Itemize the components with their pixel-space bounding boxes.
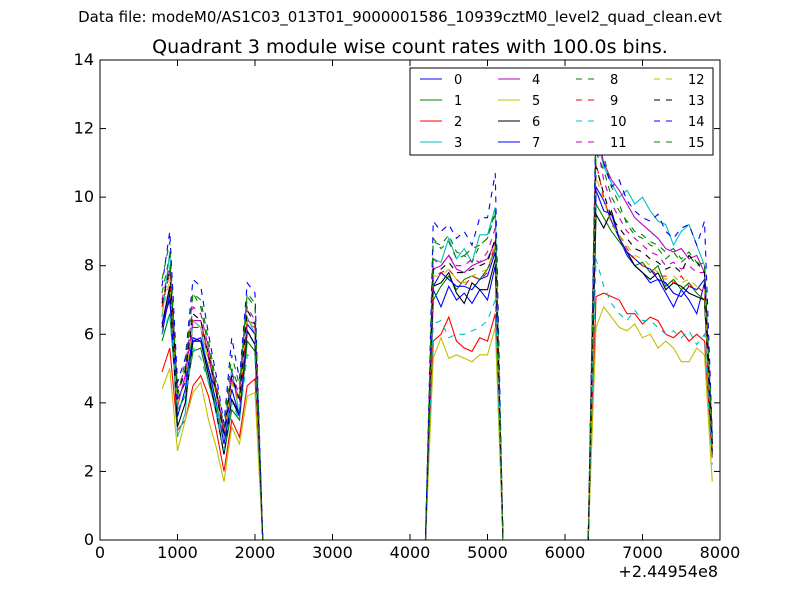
y-tick-label: 4 xyxy=(84,393,94,412)
series-line-15 xyxy=(161,152,713,541)
series-group xyxy=(161,107,713,541)
y-tick-label: 14 xyxy=(74,50,94,69)
series-line-14 xyxy=(161,121,713,541)
legend-label-1: 1 xyxy=(454,94,462,109)
legend-label-11: 11 xyxy=(610,136,627,151)
x-tick-label: 4000 xyxy=(390,543,431,562)
x-tick-label: 1000 xyxy=(157,543,198,562)
series-line-5 xyxy=(161,305,713,541)
series-line-3 xyxy=(161,135,713,541)
legend-label-2: 2 xyxy=(454,115,462,130)
legend-label-7: 7 xyxy=(532,136,540,151)
x-tick-label: 7000 xyxy=(622,543,663,562)
x-tick-label: 3000 xyxy=(312,543,353,562)
chart-title: Quadrant 3 module wise count rates with … xyxy=(152,36,668,58)
legend-label-15: 15 xyxy=(688,136,705,151)
x-axis-offset-label: +2.44954e8 xyxy=(618,562,718,581)
x-tick-label: 5000 xyxy=(467,543,508,562)
x-tick-label: 8000 xyxy=(700,543,741,562)
y-tick-label: 10 xyxy=(74,187,94,206)
series-line-10 xyxy=(161,258,713,541)
x-tick-label: 2000 xyxy=(235,543,276,562)
legend-label-14: 14 xyxy=(688,115,705,130)
y-tick-label: 6 xyxy=(84,324,94,343)
legend-label-4: 4 xyxy=(532,73,540,88)
data-file-header: Data file: modeM0/AS1C03_013T01_90000015… xyxy=(78,8,722,26)
legend-label-12: 12 xyxy=(688,73,705,88)
legend-label-8: 8 xyxy=(610,73,618,88)
y-tick-label: 12 xyxy=(74,119,94,138)
series-line-13 xyxy=(161,166,713,541)
series-line-2 xyxy=(161,292,713,541)
legend-label-9: 9 xyxy=(610,94,618,109)
legend-label-13: 13 xyxy=(688,94,705,109)
x-tick-label: 6000 xyxy=(545,543,586,562)
legend-label-6: 6 xyxy=(532,115,540,130)
series-line-11 xyxy=(161,138,713,541)
y-tick-label: 2 xyxy=(84,461,94,480)
legend-label-5: 5 xyxy=(532,94,540,109)
series-line-9 xyxy=(161,162,713,541)
legend-label-10: 10 xyxy=(610,115,627,130)
series-line-12 xyxy=(161,176,713,541)
legend-label-3: 3 xyxy=(454,136,462,151)
y-tick-label: 8 xyxy=(84,256,94,275)
x-tick-label: 0 xyxy=(95,543,105,562)
legend-box xyxy=(409,67,714,156)
legend-label-0: 0 xyxy=(454,73,462,88)
y-tick-label: 0 xyxy=(84,530,94,549)
